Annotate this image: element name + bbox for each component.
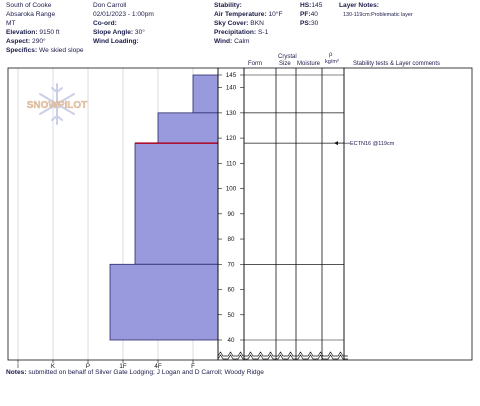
observer: Don Carroll [93, 2, 127, 9]
location-line-2: Absaroka Range [6, 11, 56, 18]
moisture-header: Moisture [297, 61, 321, 67]
pf-label: PF: [300, 11, 311, 18]
location-line-1: South of Cooke [6, 2, 52, 9]
specifics: Specifics: We skied slope [6, 47, 84, 55]
height-tick-label: 140 [226, 85, 237, 92]
logo-text: SNOWPILOT [27, 100, 88, 111]
height-tick-label: 100 [226, 186, 237, 193]
layer-notes-label: Layer Notes: [339, 2, 379, 9]
air-temp: Air Temperature: 10°F [214, 11, 282, 19]
sky-label: Sky Cover: [214, 20, 249, 27]
elevation-label: Elevation: [6, 29, 38, 36]
location-line-3: MT [6, 20, 16, 27]
layers [109, 74, 219, 341]
sky-cover: Sky Cover: BKN [214, 20, 264, 28]
slope-label: Slope Angle: [93, 29, 134, 36]
precip-label: Precipitation: [214, 29, 257, 36]
aspect-label: Aspect: [6, 38, 31, 45]
air-temp-label: Air Temperature: [214, 11, 267, 18]
aspect: Aspect: 290° [6, 38, 46, 46]
notes-label: Notes: [6, 369, 27, 376]
elevation-value: 9150 ft [39, 29, 60, 36]
stability-tests-header: Stability tests & Layer comments [353, 61, 441, 67]
size-header: Size [279, 61, 291, 67]
air-temp-value: 10°F [268, 11, 283, 18]
height-tick-label: 60 [228, 287, 235, 294]
stability-label: Stability: [214, 2, 242, 9]
notes-value: submitted on behalf of Silver Gate Lodgi… [28, 369, 264, 376]
rho-header: ρ [329, 52, 333, 58]
notes: Notes: submitted on behalf of Silver Gat… [6, 369, 264, 377]
snow-layer [157, 112, 219, 144]
slope: Slope Angle: 30° [93, 29, 145, 37]
ps-label: PS: [300, 20, 311, 27]
wind-loading-label: Wind Loading: [93, 38, 139, 45]
height-tick-label: 50 [228, 312, 235, 319]
precipitation: Precipitation: S-1 [214, 29, 268, 37]
snow-layer [109, 263, 219, 341]
sky-value: BKN [250, 20, 264, 27]
crystal-header: Crystal [278, 54, 297, 60]
ps: PS:30 [300, 20, 318, 28]
hardness-tick-label: 1F [119, 363, 126, 370]
hardness-tick-label: P [86, 363, 90, 370]
height-tick-label: 40 [228, 337, 235, 344]
hs-label: HS: [300, 2, 312, 9]
snowpilot-logo: SNOWPILOT [27, 83, 88, 125]
aspect-value: 290° [32, 38, 46, 45]
hardness-tick-label: I [17, 363, 19, 370]
ticks: 40 50 60 70 80 90 100 110 120 130 140 145 I K P 1F 4F F [17, 72, 350, 370]
form-header: Form [248, 61, 262, 67]
hardness-tick-label: 4F [154, 363, 161, 370]
crystal-table-frame [243, 67, 345, 361]
precip-value: S-1 [257, 29, 269, 36]
stability-column-frame [343, 67, 473, 361]
pf: PF:40 [300, 11, 318, 19]
wind-value: Calm [234, 38, 250, 45]
slope-value: 30° [134, 29, 145, 36]
height-tick-label: 70 [228, 261, 235, 268]
hardness-tick-label: F [191, 363, 195, 370]
height-tick-label: 80 [228, 236, 235, 243]
height-tick-label: 90 [228, 211, 235, 218]
wind-label: Wind: [214, 38, 233, 45]
specifics-label: Specifics: [6, 47, 38, 54]
hs-value: 145 [311, 2, 323, 9]
pf-value: 40 [310, 11, 318, 18]
elevation: Elevation: 9150 ft [6, 29, 60, 37]
hs: HS:145 [300, 2, 322, 10]
specifics-value: We skied slope [39, 47, 84, 54]
height-tick-label: 145 [226, 72, 237, 79]
ps-value: 30 [311, 20, 319, 27]
height-tick-label: 130 [226, 110, 237, 117]
coord-label: Co-ord: [93, 20, 117, 27]
height-tick-label: 110 [226, 160, 236, 167]
datetime: 02/01/2023 - 1:00pm [93, 11, 154, 18]
density-unit-header: kg/m³ [325, 59, 339, 65]
hardness-tick-label: K [51, 363, 56, 370]
axis-break-zigzag [217, 351, 348, 357]
snow-layer [134, 142, 219, 265]
snow-layer [192, 74, 219, 114]
wind: Wind: Calm [214, 38, 249, 46]
axis-break-zigzag [217, 354, 348, 360]
layer-notes-value: 130-119cm:Problematic layer [343, 12, 413, 18]
height-tick-label: 120 [226, 135, 237, 142]
stability-test-note: ECTN16 @119cm [350, 141, 395, 147]
test-arrow-head [334, 141, 338, 146]
